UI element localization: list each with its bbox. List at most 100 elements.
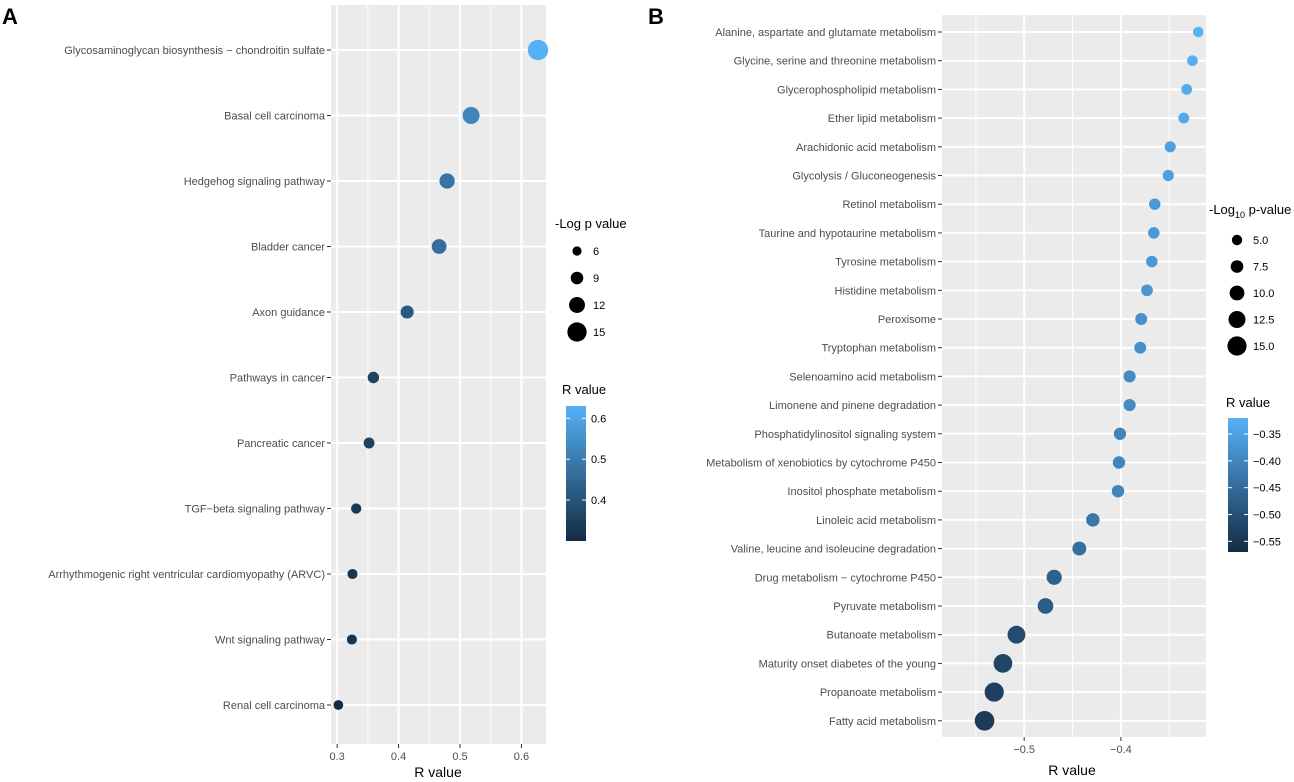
data-point [1086,513,1100,527]
data-point [1007,625,1026,644]
color-legend-label: −0.55 [1253,536,1281,548]
pathway-label: Glycine, serine and threonine metabolism [734,56,936,68]
data-point [1135,313,1148,325]
size-legend-label: 10.0 [1253,288,1274,300]
pathway-label: Drug metabolism − cytochrome P450 [755,572,936,584]
pathway-label: Selenoamino acid metabolism [789,371,936,383]
pathway-label: Pathways in cancer [230,373,326,385]
data-point [1123,370,1136,383]
size-legend-label: 15 [593,327,605,339]
size-legend-key [1228,311,1246,328]
data-point [984,682,1004,702]
size-legend-label: 7.5 [1253,262,1268,274]
data-point [1164,141,1176,153]
size-legend-label: 15.0 [1253,341,1274,353]
panel-a-x-axis-title: R value [414,764,462,780]
data-point [1072,541,1087,556]
pathway-label: Linoleic acid metabolism [816,515,936,527]
data-point [1192,26,1204,38]
data-point [1187,55,1198,67]
size-legend-key [569,297,585,313]
panel-b-gridlines [942,15,1206,737]
data-point [346,634,357,645]
pathway-label: Arachidonic acid metabolism [796,142,936,154]
data-point [527,39,549,61]
panel-a-color-legend-title: R value [562,382,606,397]
pathway-label: Propanoate metabolism [820,687,936,699]
pathway-label: Phosphatidylinositol signaling system [754,429,936,441]
pathway-label: Glycolysis / Gluconeogenesis [792,171,936,183]
color-legend-label: −0.45 [1253,483,1281,495]
panel-a-points [333,39,549,710]
data-point [1162,169,1174,182]
x-tick-label: 0.6 [514,751,529,763]
pathway-label: Pancreatic cancer [237,438,325,450]
pathway-label: Retinol metabolism [842,199,936,211]
size-legend-key [567,322,587,342]
size-legend-label: 12.5 [1253,315,1274,327]
size-legend-key [1231,234,1243,246]
data-point [1046,569,1062,585]
color-legend-label: 0.4 [591,495,606,507]
pathway-label: Glycerophospholipid metabolism [777,84,936,96]
pathway-label: Hedgehog signaling pathway [184,176,326,188]
panel-b-points [974,26,1204,731]
pathway-label: Pyruvate metabolism [833,601,936,613]
data-point [1111,484,1125,498]
pathway-label: Axon guidance [252,307,325,319]
pathway-label: Butanoate metabolism [827,630,936,642]
color-legend-bar [1228,418,1248,552]
panel-a-color-legend: 0.4 0.5 0.6 [566,406,606,541]
panel-b-x-axis-title: R value [1048,762,1096,778]
panel-b-size-legend: 5.0 7.5 10.0 12.5 15.0 [1227,234,1274,356]
data-point [1134,341,1147,354]
pathway-label: Maturity onset diabetes of the young [759,658,936,670]
size-legend-key [1230,260,1244,273]
size-legend-label: 12 [593,300,605,312]
panel-b-pathway-labels: Alanine, aspartate and glutamate metabol… [706,27,942,728]
pathway-label: Tyrosine metabolism [835,257,936,269]
data-point [1112,456,1126,469]
data-point [1178,112,1190,124]
panel-a-plot-background [331,5,546,744]
data-point [439,173,455,189]
data-point [974,711,995,731]
data-point [1181,84,1193,95]
pathway-label: Taurine and hypotaurine metabolism [759,228,936,240]
data-point [1146,255,1158,268]
color-legend-label: −0.40 [1253,456,1281,468]
x-tick-label: −0.4 [1110,744,1132,756]
data-point [1149,198,1161,210]
data-point [462,106,480,125]
color-legend-label: 0.5 [591,454,606,466]
pathway-label: Limonene and pinene degradation [769,400,936,412]
pathway-label: Arrhythmogenic right ventricular cardiom… [48,569,325,581]
color-legend-label: −0.50 [1253,509,1281,521]
color-legend-label: −0.35 [1253,429,1281,441]
pathway-label: Renal cell carcinoma [223,700,326,712]
x-tick-label: 0.3 [329,751,344,763]
panel-a-x-axis: 0.3 0.4 0.5 0.6 [329,744,529,763]
panel-b-x-axis: −0.5 −0.4 [1013,737,1132,756]
size-legend-label: 6 [593,246,599,258]
pathway-label: Inositol phosphate metabolism [787,486,936,498]
data-point [1037,598,1054,614]
color-legend-bar [566,406,586,541]
panel-a-pathway-labels: Glycosaminoglycan biosynthesis − chondro… [48,45,331,712]
size-legend-key [570,271,584,285]
panel-b-color-legend-title: R value [1226,395,1270,410]
panel-b-size-legend-title: -Log10 p-value [1209,202,1291,220]
data-point [351,503,362,514]
data-point [993,654,1013,673]
x-tick-label: 0.5 [452,751,467,763]
data-point [363,437,375,449]
size-legend-key [572,246,582,256]
panel-a-size-legend-title: -Log p value [555,216,627,231]
size-legend-label: 9 [593,273,599,285]
x-tick-label: 0.4 [391,751,406,763]
data-point [347,568,358,580]
pathway-label: Ether lipid metabolism [828,113,936,125]
size-legend-label: 5.0 [1253,235,1268,247]
pathway-label: Bladder cancer [251,242,325,254]
pathway-label: Wnt signaling pathway [215,635,326,647]
